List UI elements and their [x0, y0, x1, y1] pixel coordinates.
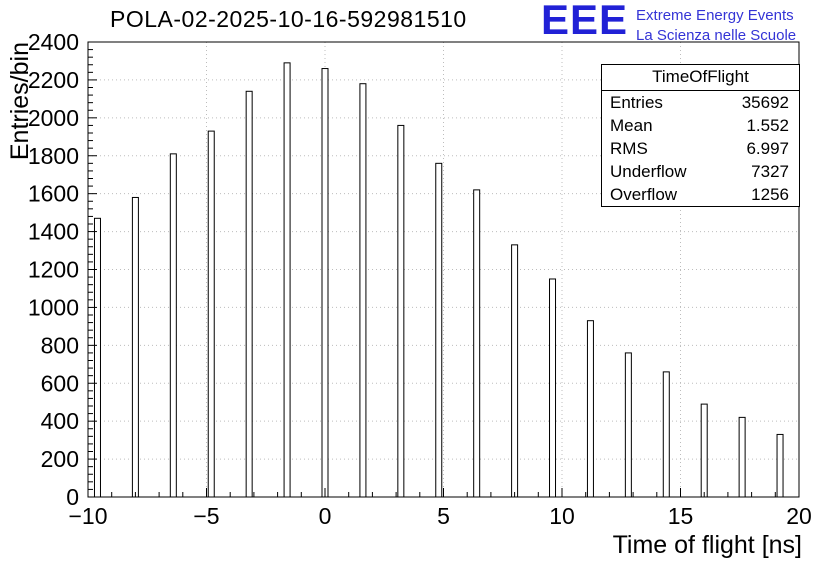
histogram-bar — [586, 320, 594, 498]
y-tick-label: 2200 — [28, 67, 79, 93]
histogram-bar — [473, 189, 481, 498]
histogram-bar — [549, 278, 557, 498]
stats-label: Overflow — [610, 184, 678, 204]
stats-row-entries: Entries 35692 — [602, 91, 799, 114]
histogram-bar — [93, 217, 101, 498]
stats-row-mean: Mean 1.552 — [602, 114, 799, 137]
eee-logo-line1: Extreme Energy Events — [636, 7, 794, 24]
chart-title: POLA-02-2025-10-16-592981510 — [110, 6, 467, 32]
y-tick-label: 1600 — [28, 181, 79, 207]
histogram-bar — [207, 130, 215, 498]
stats-label: Mean — [610, 115, 653, 135]
eee-logo-letters: EEE — [541, 0, 629, 43]
y-tick-label: 1200 — [28, 257, 79, 283]
x-tick-label: −10 — [68, 503, 107, 529]
y-tick-label: 2000 — [28, 105, 79, 131]
histogram-bar — [169, 153, 177, 498]
histogram-bar — [776, 433, 784, 498]
stats-row-rms: RMS 6.997 — [602, 137, 799, 160]
x-tick-label: 15 — [668, 503, 694, 529]
stats-value: 7327 — [751, 161, 789, 181]
histogram-bar — [435, 162, 443, 498]
y-tick-label: 0 — [66, 484, 79, 510]
histogram-bar — [321, 68, 329, 498]
y-tick-label: 200 — [41, 446, 79, 472]
stats-row-overflow: Overflow 1256 — [602, 183, 799, 206]
eee-logo-line2: La Scienza nelle Scuole — [636, 26, 797, 44]
x-tick-label: 10 — [549, 503, 575, 529]
y-tick-label: 2400 — [28, 29, 79, 55]
stats-value: 6.997 — [746, 138, 789, 158]
x-tick-label: −5 — [193, 503, 219, 529]
histogram-bar — [700, 403, 708, 498]
x-axis-title: Time of flight [ns] — [613, 531, 802, 559]
histogram-bar — [397, 124, 405, 498]
histogram-bar — [283, 62, 291, 498]
stats-value: 1256 — [751, 184, 789, 204]
eee-logo: EEE Extreme Energy Events La Scienza nel… — [541, 0, 796, 45]
stats-value: 1.552 — [746, 115, 789, 135]
stats-value: 35692 — [741, 92, 789, 112]
y-tick-label: 1800 — [28, 143, 79, 169]
histogram-bar — [662, 371, 670, 498]
stats-label: Entries — [610, 92, 663, 112]
stats-row-underflow: Underflow 7327 — [602, 160, 799, 183]
histogram-bar — [738, 416, 746, 498]
x-tick-label: 5 — [437, 503, 450, 529]
stats-box: TimeOfFlight Entries 35692 Mean 1.552 RM… — [601, 64, 800, 207]
y-tick-label: 1400 — [28, 219, 79, 245]
histogram-bar — [131, 196, 139, 498]
eee-logo-text: Extreme Energy Events La Scienza nelle S… — [636, 2, 796, 45]
stats-box-title: TimeOfFlight — [602, 65, 799, 91]
x-tick-label: 0 — [319, 503, 332, 529]
histogram-bar — [245, 90, 253, 498]
stats-label: RMS — [610, 138, 648, 158]
histogram-bar — [359, 83, 367, 498]
histogram-bar — [624, 352, 632, 498]
y-tick-label: 400 — [41, 408, 79, 434]
y-tick-label: 1000 — [28, 294, 79, 320]
histogram-bar — [511, 244, 519, 498]
y-tick-label: 600 — [41, 370, 79, 396]
y-axis-title: Entries/bin — [6, 42, 34, 160]
x-tick-label: 20 — [786, 503, 812, 529]
y-tick-label: 800 — [41, 332, 79, 358]
stats-label: Underflow — [610, 161, 687, 181]
